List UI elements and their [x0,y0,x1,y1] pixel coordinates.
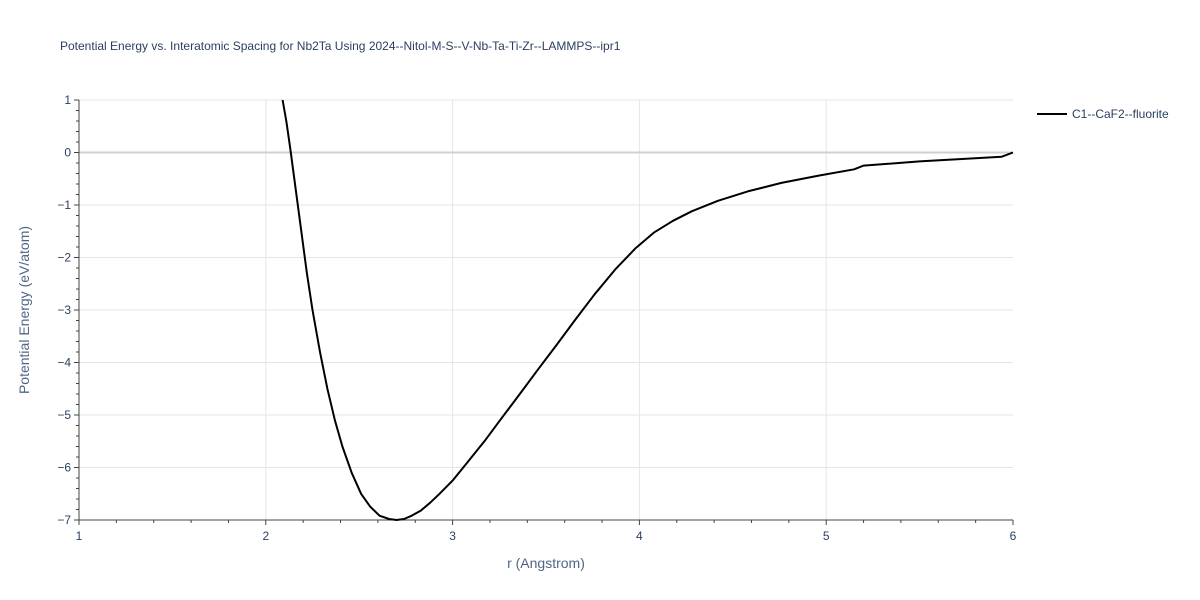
x-tick-label-1: 2 [262,529,269,543]
y-tick-label-3: −2 [57,251,71,265]
x-tick-label-5: 6 [1010,529,1017,543]
series-line-0 [281,99,1014,521]
x-tick-label-4: 5 [823,529,830,543]
y-tick-label-7: −6 [57,461,71,475]
series-group [281,99,1014,521]
legend-label-0: C1--CaF2--fluorite [1072,107,1169,121]
y-tick-label-5: −4 [57,356,71,370]
x-ticks: 1 2 3 4 5 6 [76,520,1017,543]
y-tick-label-6: −5 [57,408,71,422]
x-tick-label-2: 3 [449,529,456,543]
y-tick-label-8: −7 [57,513,71,527]
y-axis-title: Potential Energy (eV/atom) [16,226,32,394]
y-tick-label-1: 0 [64,146,71,160]
legend[interactable]: C1--CaF2--fluorite [1037,107,1169,121]
y-tick-label-0: 1 [64,93,71,107]
x-axis-title: r (Angstrom) [507,555,585,571]
y-tick-label-2: −1 [57,198,71,212]
chart-title: Potential Energy vs. Interatomic Spacing… [60,39,621,53]
y-tick-label-4: −3 [57,303,71,317]
grid [79,99,1013,520]
x-tick-label-0: 1 [76,529,83,543]
x-tick-label-3: 4 [636,529,643,543]
y-ticks: 1 0 −1 −2 −3 −4 −5 −6 −7 [57,93,79,527]
